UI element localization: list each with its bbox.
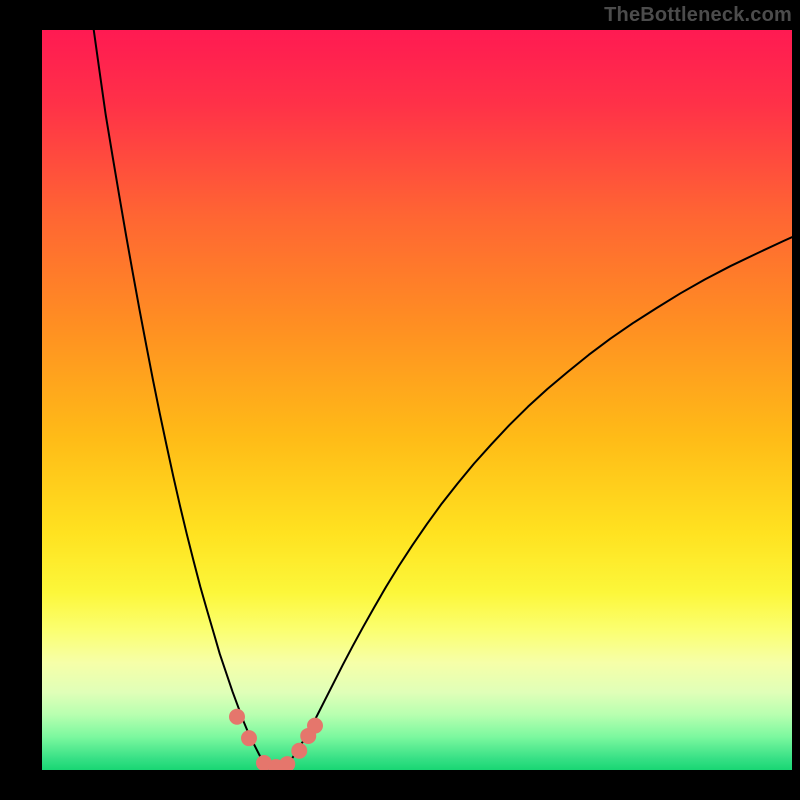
marker-dot [308, 718, 323, 733]
marker-dot [230, 709, 245, 724]
watermark-text: TheBottleneck.com [604, 4, 792, 27]
chart-container: TheBottleneck.com [0, 0, 800, 800]
marker-dot [280, 757, 295, 770]
marker-dot [242, 731, 257, 746]
marker-dot [292, 743, 307, 758]
plot-area [42, 30, 792, 770]
gradient-background [42, 30, 792, 770]
chart-svg [42, 30, 792, 770]
